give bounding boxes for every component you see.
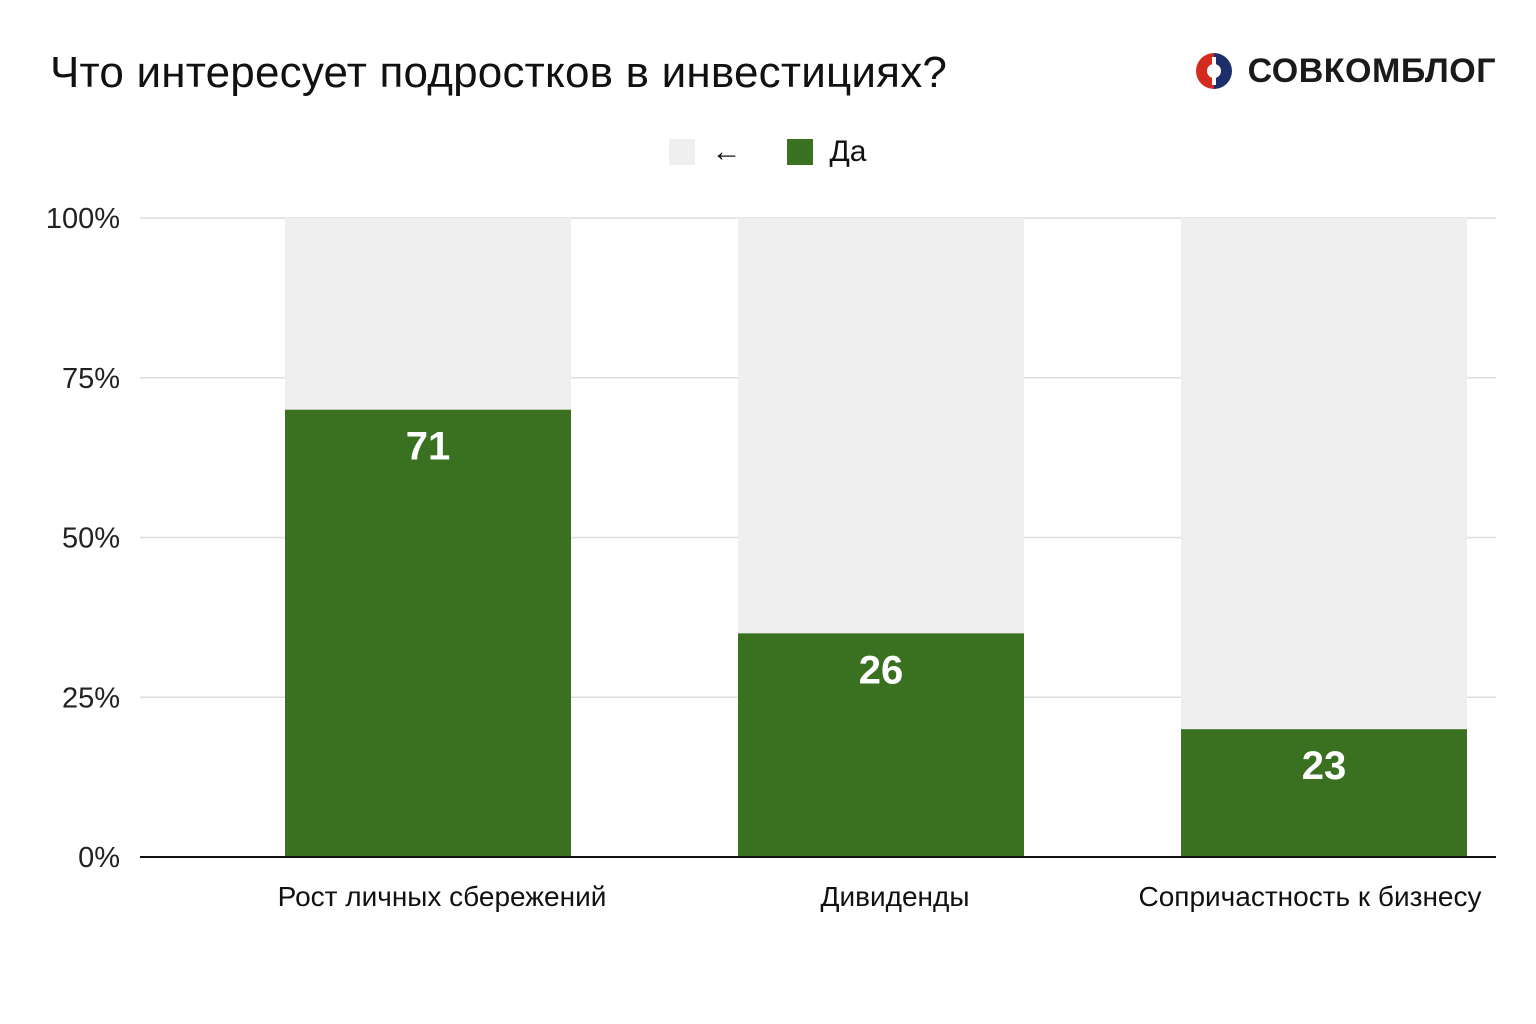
chart-legend: ← Да: [0, 130, 1536, 174]
chart-title: Что интересует подростков в инвестициях?: [50, 48, 948, 97]
legend-swatch-yes: [787, 139, 814, 165]
y-tick-label: 25%: [62, 682, 120, 714]
brand-logo: СОВКОМБЛОГ: [1194, 46, 1496, 96]
bar-value-label: 71: [406, 425, 451, 469]
sovcombank-logo-icon: [1195, 53, 1232, 89]
legend-item-rest: ←: [669, 135, 741, 169]
labels: 0% 25% 50% 75% 100% 71 Рост личных сбережений 2…: [46, 203, 1482, 912]
y-tick-label: 50%: [62, 523, 120, 555]
bar-value-label: 23: [1302, 744, 1347, 788]
bars: [285, 218, 1467, 857]
legend-swatch-rest: [669, 139, 696, 165]
legend-label-yes: Да: [829, 135, 867, 168]
legend-item-yes: Да: [787, 135, 867, 169]
y-tick-label: 0%: [78, 842, 120, 874]
bar-yes: [285, 409, 571, 857]
legend-label-rest: ←: [711, 135, 742, 168]
x-category-label: Рост личных сбережений: [278, 881, 607, 912]
bar-value-label: 26: [859, 648, 904, 692]
bar-yes: [738, 633, 1024, 857]
brand-name: СОВКОМБЛОГ: [1247, 51, 1496, 90]
y-tick-label: 75%: [62, 363, 120, 395]
x-category-label: Сопричастность к бизнесу: [1139, 881, 1482, 912]
y-tick-label: 100%: [46, 203, 120, 235]
bar-yes: [1181, 729, 1467, 857]
x-category-label: Дивиденды: [821, 881, 970, 912]
